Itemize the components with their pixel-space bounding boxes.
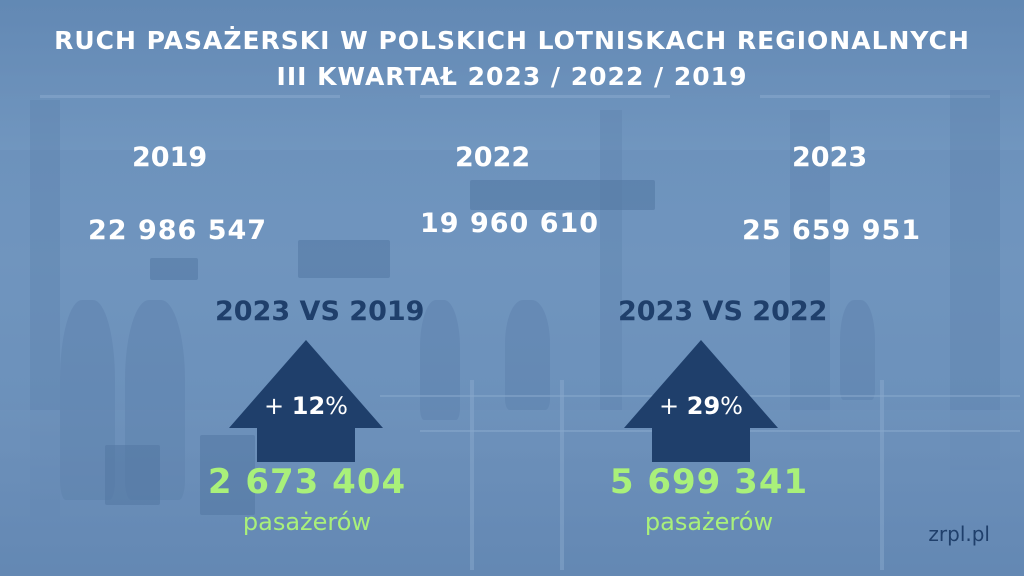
comparison-2023-vs-2022-label: 2023 VS 2022 xyxy=(618,296,828,327)
total-2022: 19 960 610 xyxy=(420,208,600,239)
up-arrow-icon xyxy=(624,340,778,462)
chart-title: RUCH PASAŻERSKI W POLSKICH LOTNISKACH RE… xyxy=(54,26,970,55)
total-2023: 25 659 951 xyxy=(742,215,922,246)
difference-unit-2019: pasażerów xyxy=(242,508,372,536)
difference-unit-2022: pasażerów xyxy=(644,508,774,536)
chart-subtitle: III KWARTAŁ 2023 / 2022 / 2019 xyxy=(276,62,748,91)
year-2022-label: 2022 xyxy=(455,142,531,173)
comparison-2023-vs-2019-label: 2023 VS 2019 xyxy=(215,296,425,327)
difference-2019: 2 673 404 xyxy=(207,462,407,502)
percent-change-2022: + 29% xyxy=(659,392,743,420)
brand-watermark: zrpl.pl xyxy=(928,522,990,546)
up-arrow-icon xyxy=(229,340,383,462)
percent-change-2019: + 12% xyxy=(264,392,348,420)
year-2023-label: 2023 xyxy=(792,142,868,173)
year-2019-label: 2019 xyxy=(132,142,208,173)
total-2019: 22 986 547 xyxy=(88,215,268,246)
difference-2022: 5 699 341 xyxy=(609,462,809,502)
